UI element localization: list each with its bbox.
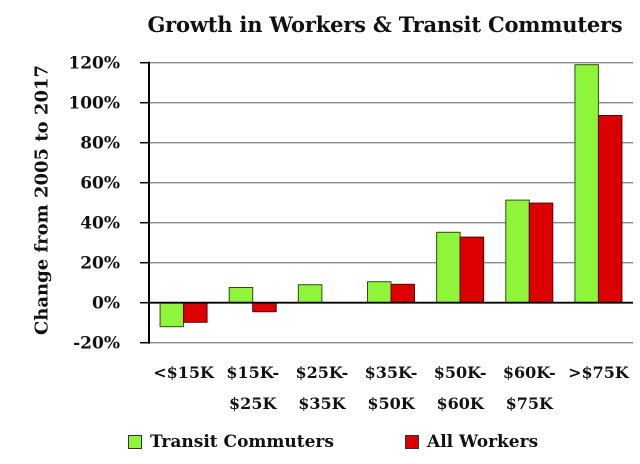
- bar-all-workers: [597, 115, 623, 304]
- x-category-label: $50K: [367, 394, 415, 413]
- bar-all-workers: [183, 302, 208, 323]
- legend-swatch-green-icon: [128, 435, 142, 449]
- legend-item-all-workers: All Workers: [405, 432, 538, 452]
- x-category-label: $50K-: [434, 363, 487, 382]
- bar-transit: [228, 287, 254, 304]
- x-category-label: >$75K: [568, 363, 630, 382]
- x-category-label: <$15K: [153, 363, 215, 382]
- bar-all-workers: [390, 283, 415, 304]
- y-tick-label: 60%: [80, 174, 120, 194]
- bar-all-workers: [252, 302, 277, 313]
- y-tick-label: 40%: [80, 214, 120, 234]
- bar-transit: [505, 199, 530, 304]
- chart-title: Growth in Workers & Transit Commuters: [147, 12, 623, 37]
- x-category-label: $75K: [506, 394, 554, 413]
- y-tick-label: -20%: [73, 334, 120, 354]
- bar-transit: [159, 302, 185, 328]
- legend-label: Transit Commuters: [150, 432, 334, 452]
- y-tick-label: 120%: [68, 54, 120, 74]
- bar-all-workers: [459, 236, 485, 304]
- legend-label: All Workers: [427, 432, 539, 452]
- bar-all-workers: [528, 202, 554, 304]
- bar-transit: [436, 231, 461, 304]
- bar-transit: [367, 281, 392, 304]
- bar-transit: [297, 284, 323, 304]
- legend-item-transit-commuters: Transit Commuters: [128, 432, 334, 452]
- y-tick-label: 100%: [68, 94, 120, 114]
- x-category-label: $15K-: [226, 363, 279, 382]
- x-category-label: $25K: [229, 394, 277, 413]
- x-category-label: $35K: [298, 394, 346, 413]
- x-category-label: $60K-: [503, 363, 556, 382]
- x-category-label: $60K: [436, 394, 484, 413]
- x-category-label: $35K-: [365, 363, 418, 382]
- legend-swatch-red-icon: [405, 435, 419, 449]
- x-category-label: $25K-: [295, 363, 348, 382]
- y-tick-label: 80%: [80, 134, 120, 154]
- y-tick-label: 0%: [92, 294, 120, 314]
- bar-transit: [574, 64, 599, 304]
- y-tick-label: 20%: [80, 254, 120, 274]
